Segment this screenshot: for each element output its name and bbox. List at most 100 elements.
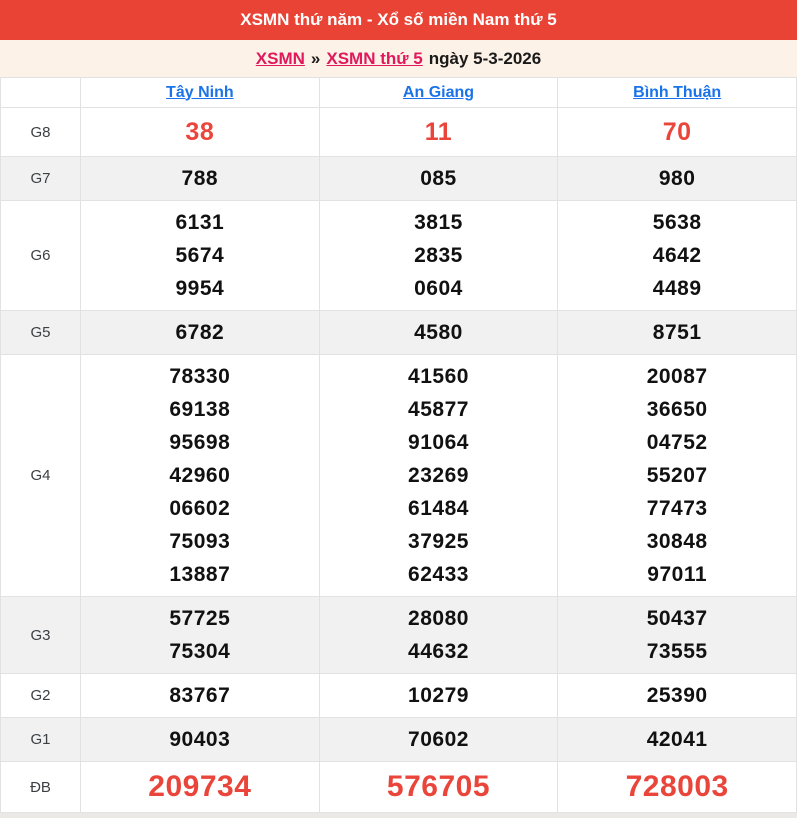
prize-number: 62433 [408, 563, 469, 586]
province-link-binh-thuan[interactable]: Bình Thuận [633, 83, 722, 101]
header-binh-thuan: Bình Thuận [557, 77, 797, 108]
prize-number: 30848 [646, 530, 708, 553]
result-cell: 57725 75304 [80, 596, 320, 674]
result-cell: 4580 [318, 310, 559, 355]
prize-label: G6 [0, 200, 81, 311]
prize-number: 77473 [646, 497, 708, 520]
prize-number: 980 [658, 167, 696, 190]
result-cell: 28080 44632 [318, 596, 559, 674]
breadcrumb-link-xsmn-thu-5[interactable]: XSMN thứ 5 [326, 48, 423, 68]
prize-label: G5 [0, 310, 81, 355]
prize-number: 11 [424, 118, 453, 146]
prize-number: 45877 [408, 398, 469, 421]
breadcrumb-date: ngày 5-3-2026 [428, 48, 542, 68]
prize-number: 06602 [169, 497, 231, 520]
prize-number: 83767 [169, 684, 231, 707]
prize-label: G4 [0, 354, 81, 597]
breadcrumb-separator: » [310, 48, 321, 68]
prize-row: G7 788 085 980 [0, 156, 797, 201]
result-cell: 78330 69138 95698 42960 06602 75093 13887 [80, 354, 320, 597]
prize-label: G7 [0, 156, 81, 201]
prize-number: 42041 [646, 728, 708, 751]
result-cell: 085 [318, 156, 559, 201]
prize-row: G3 57725 75304 28080 44632 50437 73555 [0, 596, 797, 674]
bottom-strip [0, 813, 797, 818]
prize-number: 0604 [414, 277, 463, 300]
prize-number: 55207 [646, 464, 708, 487]
prize-row: G6 6131 5674 9954 3815 2835 0604 5638 4642 4489 [0, 200, 797, 311]
prize-number: 209734 [148, 770, 252, 803]
prize-number: 4642 [652, 244, 702, 267]
result-cell: 90403 [80, 717, 320, 762]
prize-number: 90403 [169, 728, 231, 751]
result-cell: 6131 5674 9954 [80, 200, 320, 311]
prize-number: 23269 [408, 464, 469, 487]
prize-number: 78330 [169, 365, 231, 388]
prize-label: G3 [0, 596, 81, 674]
page-banner: XSMN thứ năm - Xổ số miền Nam thứ 5 [0, 0, 797, 40]
prize-number: 04752 [646, 431, 708, 454]
prize-number: 57725 [169, 607, 231, 630]
prize-number: 37925 [408, 530, 469, 553]
prize-label: G1 [0, 717, 81, 762]
province-link-tay-ninh[interactable]: Tây Ninh [166, 83, 234, 101]
result-cell: 42041 [557, 717, 797, 762]
prize-number: 13887 [169, 563, 231, 586]
header-tay-ninh: Tây Ninh [80, 77, 320, 108]
prize-number: 42960 [169, 464, 231, 487]
breadcrumb: XSMN » XSMN thứ 5 ngày 5-3-2026 [0, 40, 797, 77]
prize-row: G8 38 11 70 [0, 107, 797, 157]
prize-row: G5 6782 4580 8751 [0, 310, 797, 355]
prize-number: 97011 [647, 563, 708, 586]
prize-number: 36650 [646, 398, 708, 421]
prize-number: 9954 [175, 277, 225, 300]
prize-number: 085 [420, 167, 457, 190]
prize-number: 75093 [169, 530, 231, 553]
result-cell: 576705 [318, 761, 559, 813]
result-cell: 50437 73555 [557, 596, 797, 674]
prize-label: G2 [0, 673, 81, 718]
result-cell: 6782 [80, 310, 320, 355]
prize-number: 5674 [175, 244, 225, 267]
result-cell: 83767 [80, 673, 320, 718]
result-cell: 5638 4642 4489 [557, 200, 797, 311]
result-cell: 70 [557, 107, 797, 157]
header-an-giang: An Giang [318, 77, 559, 108]
prize-number: 69138 [169, 398, 231, 421]
prize-number: 4489 [652, 277, 702, 300]
prize-row: G1 90403 70602 42041 [0, 717, 797, 762]
result-cell: 25390 [557, 673, 797, 718]
header-row: Tây Ninh An Giang Bình Thuận [0, 77, 797, 108]
prize-number: 75304 [169, 640, 231, 663]
prize-number: 8751 [652, 321, 702, 344]
breadcrumb-link-xsmn[interactable]: XSMN [255, 48, 305, 68]
prize-number: 70 [662, 118, 692, 146]
prize-number: 70602 [408, 728, 469, 751]
result-cell: 209734 [80, 761, 320, 813]
prize-number: 6782 [175, 321, 225, 344]
result-cell: 41560 45877 91064 23269 61484 37925 62433 [318, 354, 559, 597]
prize-number: 61484 [408, 497, 469, 520]
prize-number: 95698 [169, 431, 231, 454]
result-cell: 10279 [318, 673, 559, 718]
result-cell: 11 [318, 107, 559, 157]
prize-number: 73555 [646, 640, 708, 663]
prize-number: 91064 [408, 431, 469, 454]
result-cell: 38 [80, 107, 320, 157]
result-cell: 70602 [318, 717, 559, 762]
prize-row: ĐB 209734 576705 728003 [0, 761, 797, 813]
banner-title: XSMN thứ năm - Xổ số miền Nam thứ 5 [240, 10, 557, 29]
result-cell: 8751 [557, 310, 797, 355]
province-link-an-giang[interactable]: An Giang [402, 83, 475, 101]
prize-number: 3815 [414, 211, 463, 234]
prize-number: 2835 [414, 244, 463, 267]
prize-number: 38 [185, 118, 215, 146]
prize-label: G8 [0, 107, 81, 157]
prize-number: 41560 [408, 365, 469, 388]
prize-row: G2 83767 10279 25390 [0, 673, 797, 718]
prize-label: ĐB [0, 761, 81, 813]
prize-number: 20087 [646, 365, 708, 388]
prize-number: 728003 [625, 770, 729, 803]
result-cell: 3815 2835 0604 [318, 200, 559, 311]
result-cell: 20087 36650 04752 55207 77473 30848 97011 [557, 354, 797, 597]
